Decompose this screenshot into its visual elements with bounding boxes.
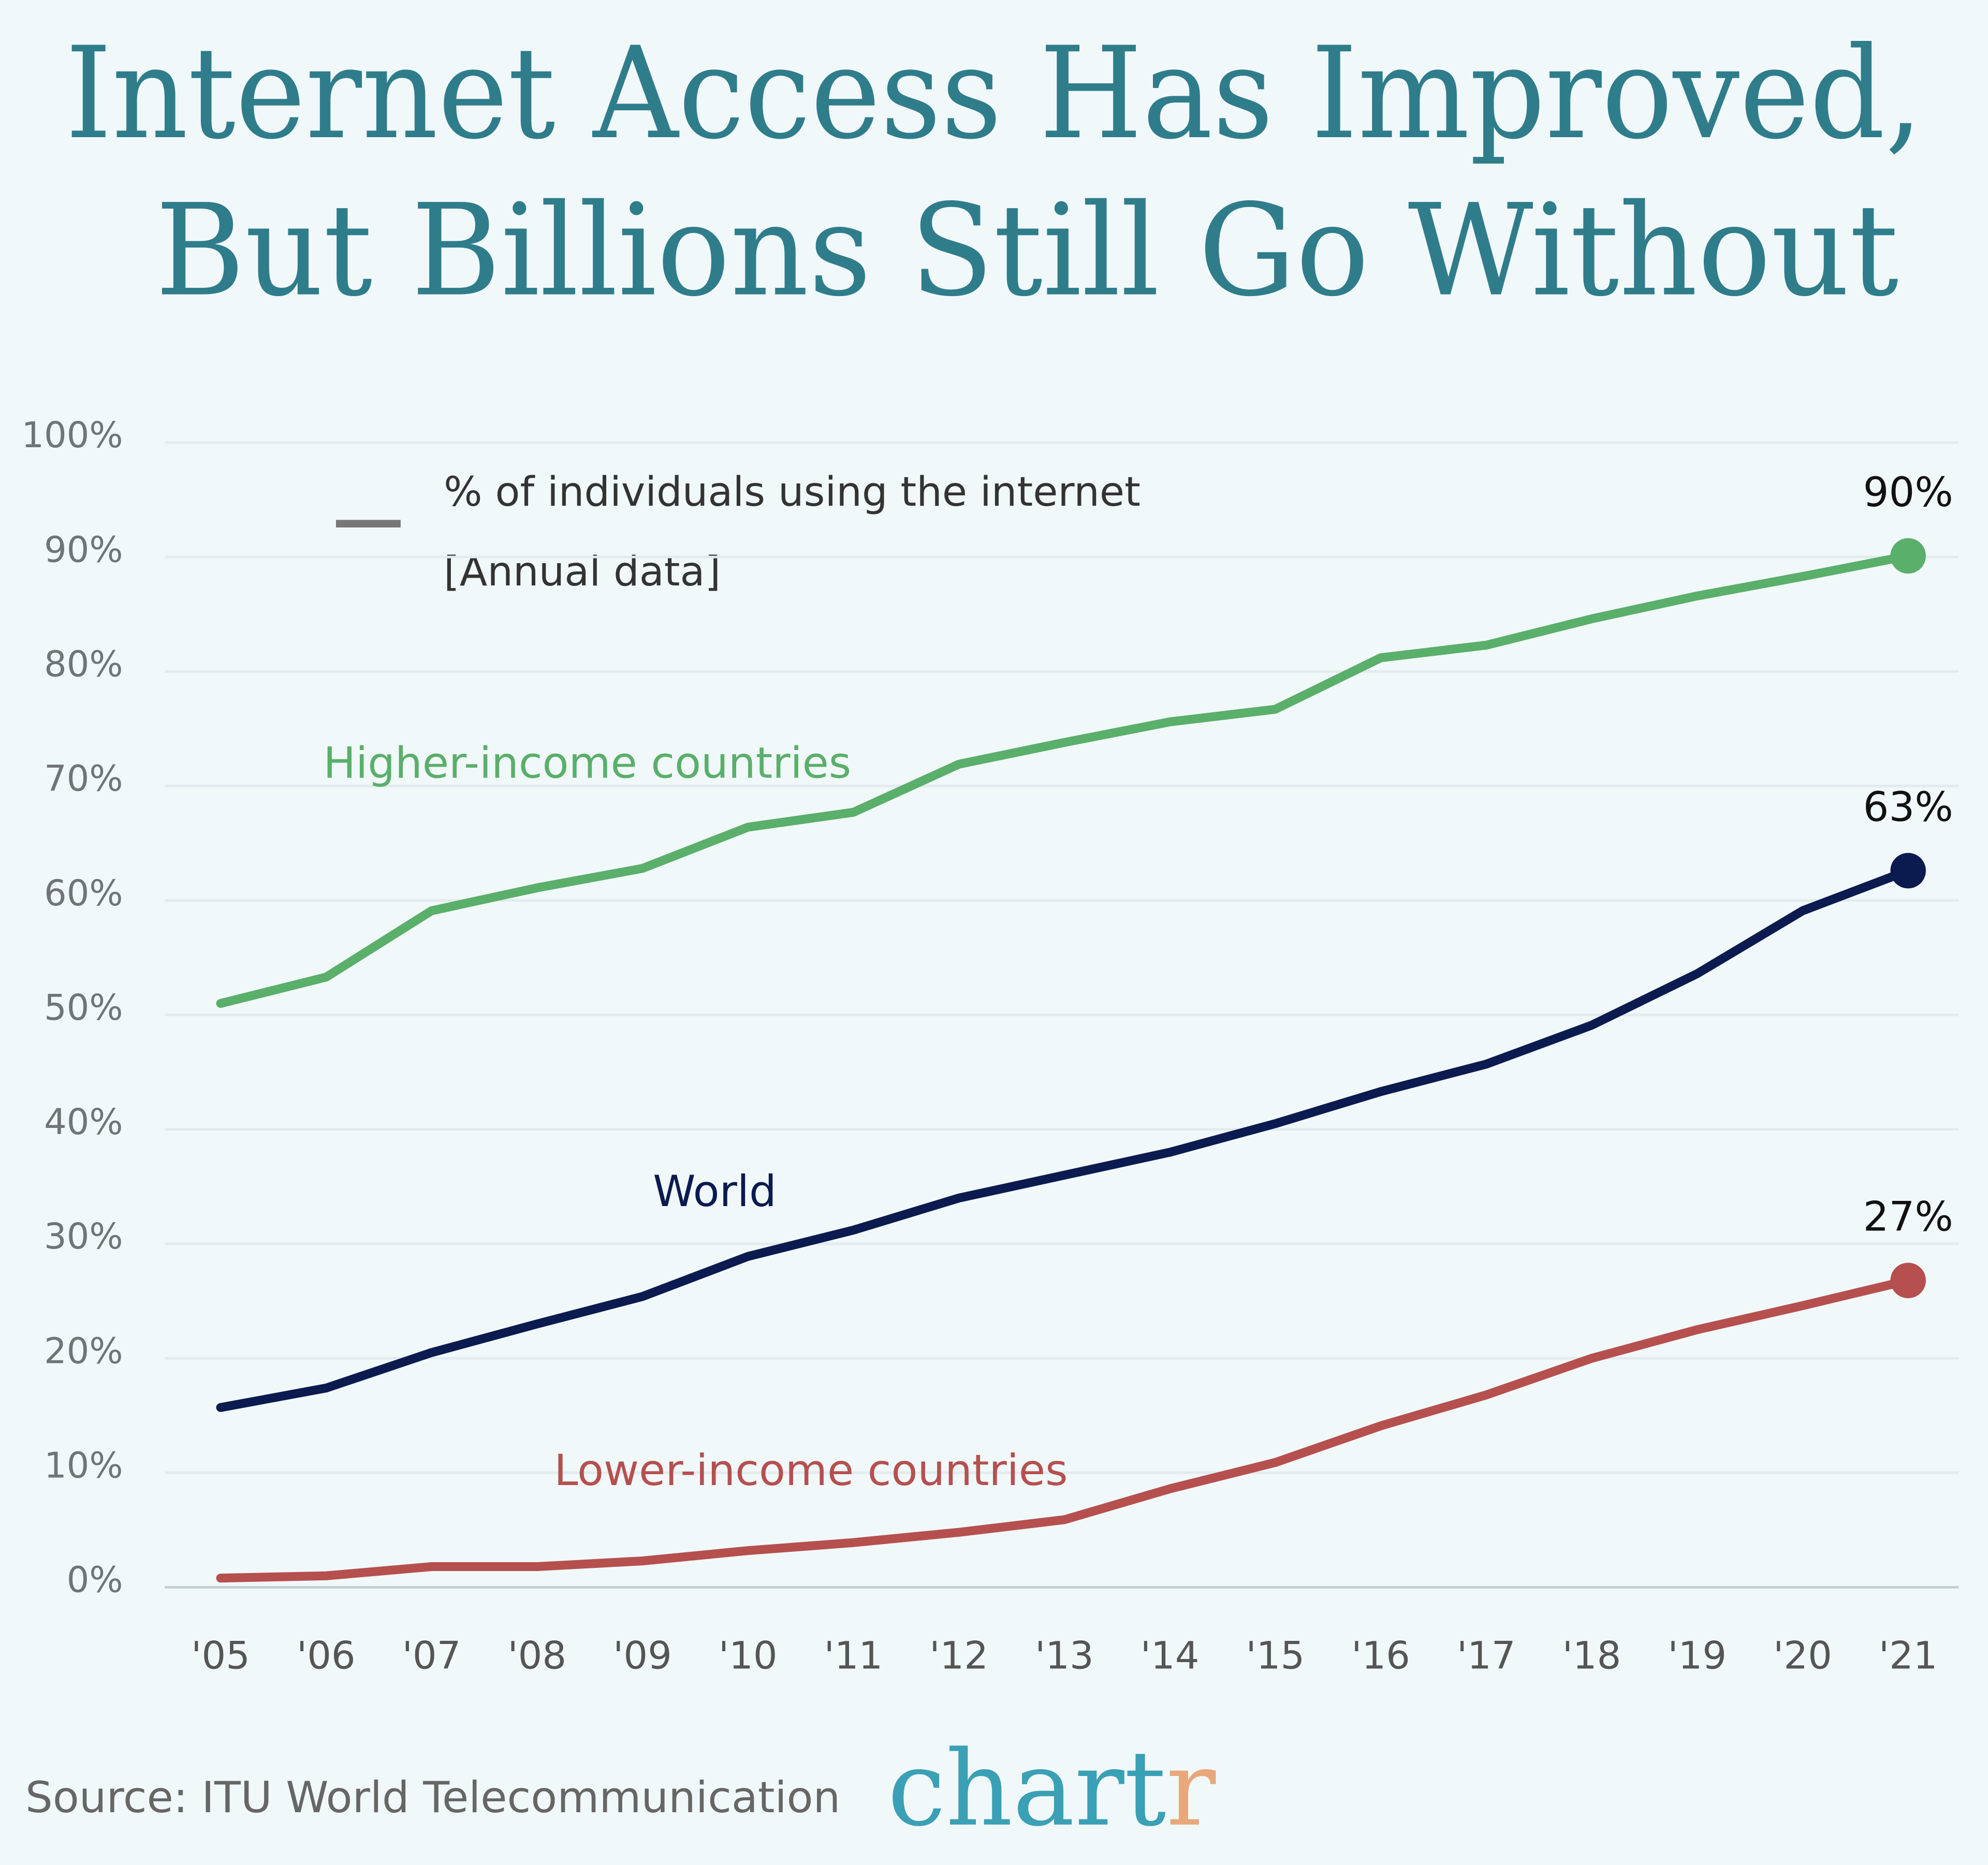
- y-tick-label: 80%: [44, 643, 123, 685]
- series-label: World: [653, 1166, 777, 1216]
- x-tick-label: '16: [1351, 1634, 1410, 1678]
- x-tick-label: '15: [1246, 1634, 1305, 1678]
- legend-title: % of individuals using the internet: [444, 468, 1141, 516]
- x-tick-label: '12: [929, 1634, 988, 1678]
- data-label: 27%: [1863, 1194, 1953, 1241]
- end-point: [1890, 538, 1926, 574]
- y-tick-label: 50%: [44, 987, 123, 1029]
- x-tick-label: '09: [613, 1634, 672, 1678]
- y-tick-label: 90%: [44, 529, 123, 570]
- series-line: [216, 1276, 1913, 1583]
- x-tick-label: '17: [1457, 1634, 1516, 1678]
- logo-text: chart: [887, 1729, 1166, 1849]
- logo: chartr: [887, 1729, 1216, 1849]
- y-tick-label: 10%: [44, 1445, 123, 1486]
- y-tick-label: 0%: [67, 1560, 123, 1601]
- y-tick-label: 60%: [44, 873, 123, 914]
- x-tick-label: '08: [507, 1634, 566, 1678]
- x-tick-label: '06: [297, 1634, 356, 1678]
- x-tick-label: '20: [1773, 1634, 1832, 1678]
- series-line: [216, 866, 1913, 1412]
- chart-title: But Billions Still Go Without: [155, 177, 1898, 325]
- chart-title: Internet Access Has Improved,: [65, 20, 1923, 167]
- end-point: [1890, 1262, 1926, 1299]
- y-tick-label: 100%: [22, 415, 123, 456]
- source: Source: ITU World Telecommunication: [25, 1772, 840, 1823]
- y-tick-label: 20%: [44, 1330, 123, 1372]
- x-tick-label: '05: [191, 1634, 250, 1678]
- series-label: Higher-income countries: [323, 738, 851, 788]
- x-tick-label: '14: [1141, 1634, 1200, 1678]
- series-line: [216, 551, 1913, 1008]
- y-tick-label: 40%: [44, 1102, 123, 1143]
- x-tick-label: '10: [719, 1634, 778, 1678]
- x-tick-label: '19: [1668, 1634, 1727, 1678]
- series-label: Lower-income countries: [554, 1445, 1068, 1495]
- x-tick-label: '18: [1562, 1634, 1621, 1678]
- data-label: 90%: [1863, 469, 1953, 516]
- x-tick-label: '13: [1035, 1634, 1094, 1678]
- legend-subtitle: [Annual data]: [444, 548, 721, 595]
- y-tick-label: 30%: [44, 1216, 123, 1257]
- x-tick-label: '11: [824, 1634, 883, 1678]
- y-tick-label: 70%: [44, 758, 123, 800]
- logo-accent: r: [1166, 1729, 1216, 1849]
- end-point: [1890, 853, 1926, 889]
- x-tick-label: '21: [1879, 1634, 1938, 1678]
- x-tick-label: '07: [402, 1634, 461, 1678]
- data-label: 63%: [1863, 784, 1953, 831]
